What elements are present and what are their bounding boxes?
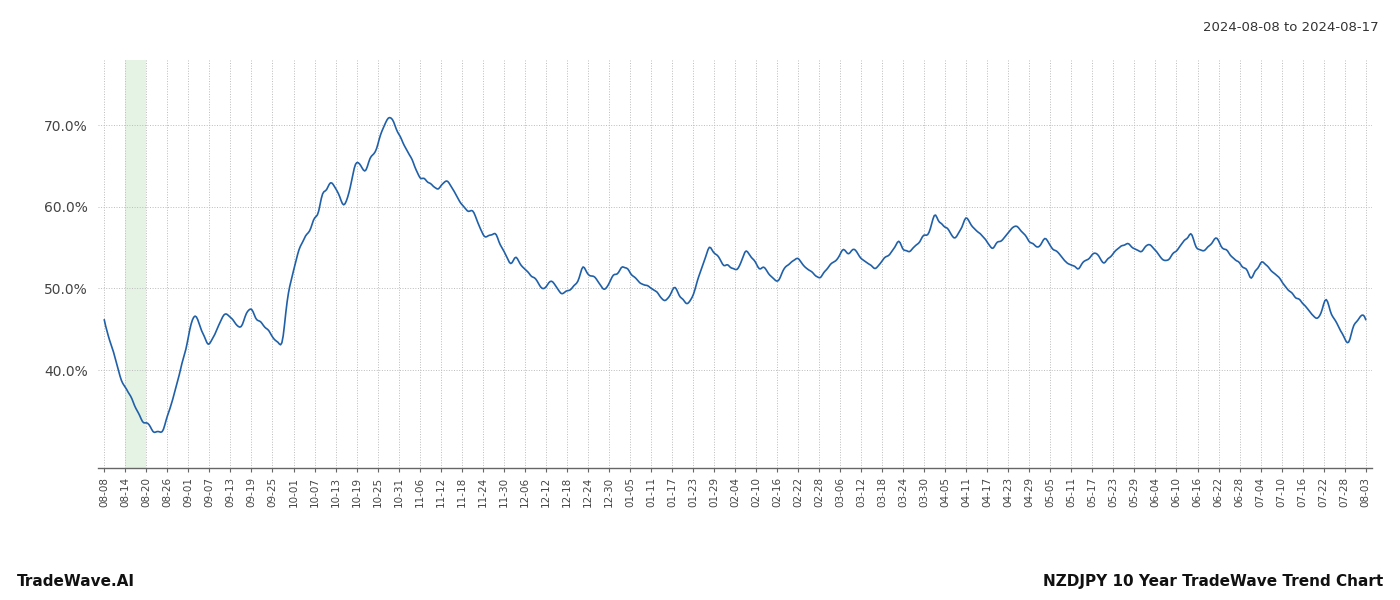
Text: NZDJPY 10 Year TradeWave Trend Chart: NZDJPY 10 Year TradeWave Trend Chart: [1043, 574, 1383, 589]
Text: 2024-08-08 to 2024-08-17: 2024-08-08 to 2024-08-17: [1204, 21, 1379, 34]
Text: TradeWave.AI: TradeWave.AI: [17, 574, 134, 589]
Bar: [126, 60, 147, 468]
